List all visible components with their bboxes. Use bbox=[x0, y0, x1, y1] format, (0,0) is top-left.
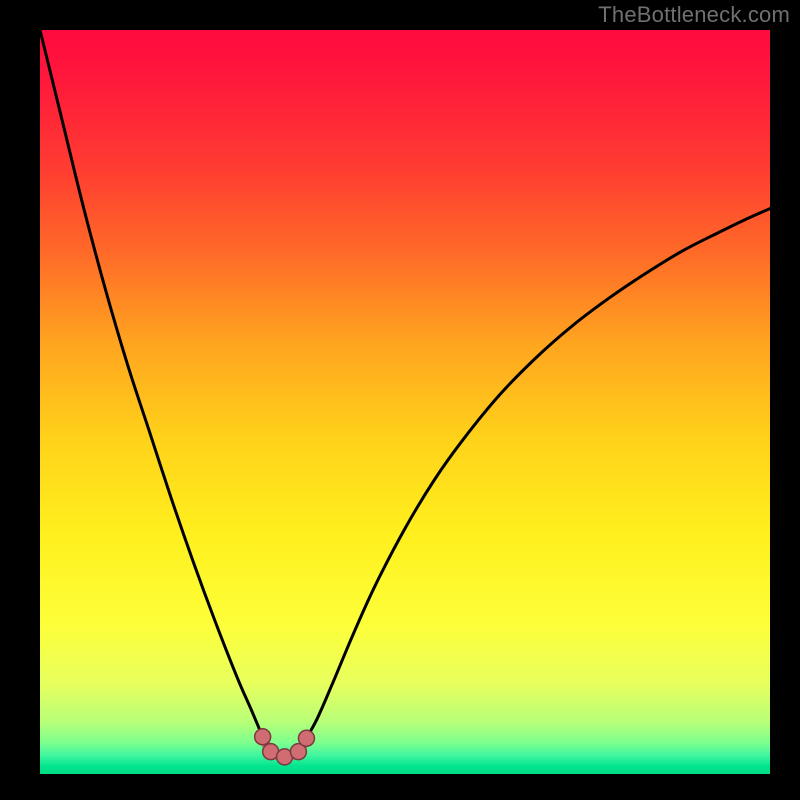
marker-dot bbox=[255, 729, 271, 745]
chart-container: TheBottleneck.com bbox=[0, 0, 800, 800]
marker-dot bbox=[298, 730, 314, 746]
chart-svg bbox=[0, 0, 800, 800]
watermark-text: TheBottleneck.com bbox=[598, 2, 790, 28]
plot-background bbox=[40, 30, 770, 774]
